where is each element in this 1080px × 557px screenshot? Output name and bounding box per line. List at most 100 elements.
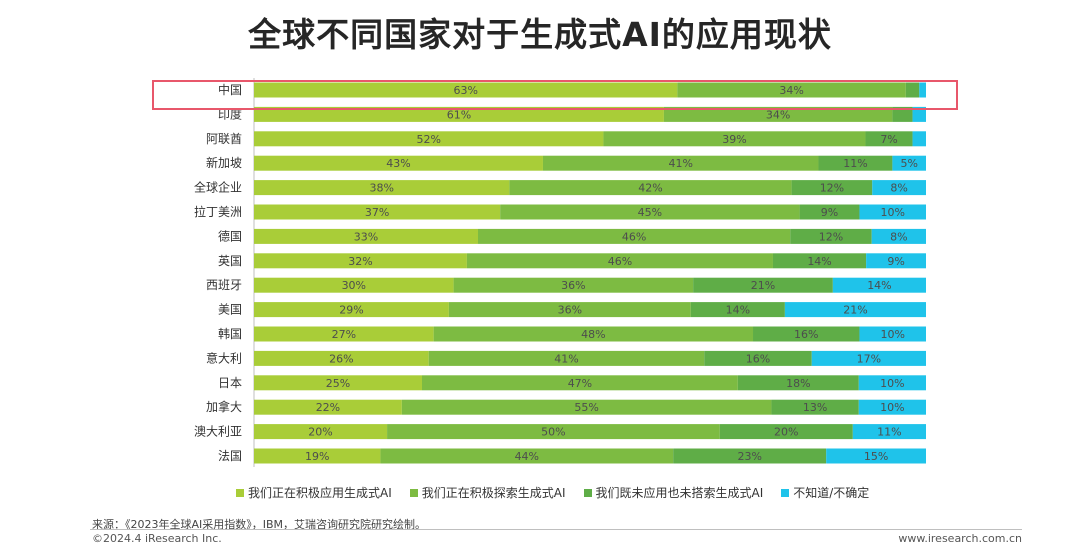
bar-segment bbox=[422, 375, 738, 391]
category-label: 西班牙 bbox=[206, 278, 242, 292]
data-label: 41% bbox=[668, 157, 692, 170]
data-label: 12% bbox=[819, 230, 843, 243]
data-label: 12% bbox=[820, 182, 844, 195]
data-label: 48% bbox=[581, 328, 605, 341]
category-label: 法国 bbox=[218, 449, 242, 463]
data-label: 30% bbox=[342, 279, 366, 292]
copyright-text: ©2024.4 iResearch Inc. bbox=[92, 532, 222, 545]
data-label: 14% bbox=[867, 279, 891, 292]
data-label: 45% bbox=[638, 206, 662, 219]
bar-segment bbox=[254, 228, 478, 244]
bar-segment bbox=[453, 277, 694, 293]
data-label: 29% bbox=[339, 304, 363, 317]
data-label: 43% bbox=[386, 157, 410, 170]
data-label: 16% bbox=[746, 352, 770, 365]
data-label: 46% bbox=[622, 230, 646, 243]
legend-swatch-s3 bbox=[583, 488, 592, 497]
stacked-bar-chart: 中国 63% 34% 印度 61% 34% 阿联酋 52% 39% 7% 新加坡 43% 41% 11% 5… bbox=[194, 78, 926, 467]
bar-segment bbox=[254, 399, 402, 415]
legend-swatch-s4 bbox=[781, 488, 790, 497]
bar-segment bbox=[254, 106, 664, 122]
bar-segment bbox=[448, 302, 691, 318]
bar-segment bbox=[673, 448, 827, 464]
data-label: 21% bbox=[751, 279, 775, 292]
bar-segment bbox=[872, 180, 926, 196]
bar-segment bbox=[254, 350, 429, 366]
bar-segment bbox=[753, 326, 860, 342]
bar-segment bbox=[663, 106, 893, 122]
data-label: 41% bbox=[554, 352, 578, 365]
bar-segment bbox=[401, 399, 772, 415]
bar-segment bbox=[466, 253, 773, 269]
bar-segment bbox=[254, 180, 510, 196]
category-label: 加拿大 bbox=[206, 399, 242, 414]
legend-item-s4: 不知道/不确定 bbox=[781, 484, 869, 501]
category-label: 全球企业 bbox=[194, 180, 242, 195]
data-label: 17% bbox=[857, 352, 881, 365]
bar-segment bbox=[254, 155, 543, 171]
bar-segment bbox=[387, 424, 720, 440]
data-label: 52% bbox=[416, 133, 440, 146]
data-label: 61% bbox=[447, 108, 471, 121]
data-label: 19% bbox=[305, 450, 329, 463]
data-label: 39% bbox=[722, 133, 746, 146]
data-label: 11% bbox=[843, 157, 867, 170]
bar-segment bbox=[509, 180, 792, 196]
bar-segment bbox=[603, 131, 866, 147]
data-label: 5% bbox=[900, 157, 917, 170]
data-label: 16% bbox=[794, 328, 818, 341]
bar-segment bbox=[254, 253, 467, 269]
data-label: 23% bbox=[737, 450, 761, 463]
data-label: 50% bbox=[541, 426, 565, 439]
bar-segment bbox=[912, 106, 926, 122]
category-label: 拉丁美洲 bbox=[194, 204, 242, 219]
data-label: 34% bbox=[766, 108, 790, 121]
bar-segment bbox=[799, 204, 860, 220]
data-label: 14% bbox=[726, 304, 750, 317]
bar-segment bbox=[811, 350, 926, 366]
bar-segment bbox=[254, 204, 501, 220]
category-label: 印度 bbox=[218, 106, 242, 121]
bar-segment bbox=[478, 228, 791, 244]
data-label: 27% bbox=[332, 328, 356, 341]
category-label: 美国 bbox=[218, 303, 242, 317]
data-label: 44% bbox=[515, 450, 539, 463]
bar-segment bbox=[254, 424, 388, 440]
category-label: 新加坡 bbox=[206, 155, 242, 170]
legend-label-s1: 我们正在积极应用生成式AI bbox=[248, 486, 392, 500]
legend-swatch-s2 bbox=[409, 488, 418, 497]
bar-segment bbox=[380, 448, 674, 464]
bar-segment bbox=[428, 350, 705, 366]
data-label: 63% bbox=[453, 84, 477, 97]
bar-segment bbox=[254, 82, 678, 98]
category-label: 英国 bbox=[218, 254, 242, 268]
data-label: 22% bbox=[316, 401, 340, 414]
bar-segment bbox=[859, 326, 926, 342]
bar-segment bbox=[859, 204, 926, 220]
bar-segment bbox=[818, 155, 893, 171]
bar-segment bbox=[791, 180, 873, 196]
bar-segment bbox=[771, 399, 859, 415]
source-note: 来源：《2023年全球AI采用指数》，IBM，艾瑞咨询研究院研究绘制。 bbox=[92, 518, 427, 531]
data-label: 26% bbox=[329, 352, 353, 365]
data-label: 11% bbox=[877, 426, 901, 439]
data-label: 8% bbox=[890, 182, 907, 195]
category-label: 德国 bbox=[218, 228, 242, 243]
category-label: 意大利 bbox=[206, 350, 242, 365]
bar-segment bbox=[871, 228, 926, 244]
bar-segment bbox=[693, 277, 833, 293]
bar-segment bbox=[865, 131, 913, 147]
bar-segment bbox=[719, 424, 853, 440]
data-label: 18% bbox=[786, 377, 810, 390]
bar-segment bbox=[832, 277, 926, 293]
category-label: 韩国 bbox=[218, 326, 242, 341]
bar-segment bbox=[772, 253, 867, 269]
bar-segment bbox=[858, 399, 926, 415]
bar-segment bbox=[254, 448, 381, 464]
legend-item-s3: 我们既未应用也未搭索生成式AI bbox=[583, 484, 763, 501]
bar-segment bbox=[892, 155, 926, 171]
bar-segment bbox=[852, 424, 926, 440]
category-label: 阿联酋 bbox=[206, 131, 242, 146]
bar-segment bbox=[254, 277, 454, 293]
legend-item-s1: 我们正在积极应用生成式AI bbox=[236, 484, 392, 501]
